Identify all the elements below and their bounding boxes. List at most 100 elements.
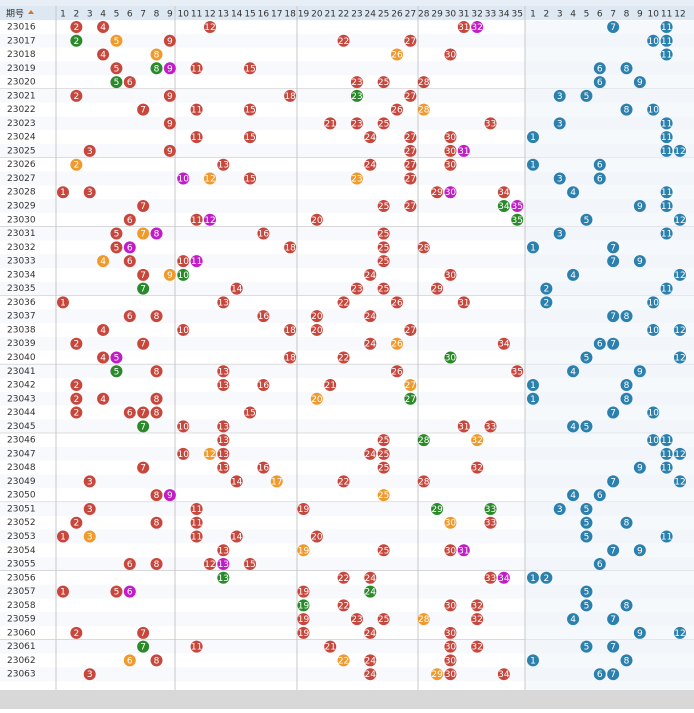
front-ball-number: 6 — [127, 588, 133, 598]
back-ball-number: 11 — [661, 119, 672, 129]
front-ball — [444, 640, 457, 653]
front-ball-number: 8 — [154, 491, 160, 501]
front-ball — [177, 323, 190, 336]
back-ball — [593, 668, 606, 681]
front-column-header: 26 — [391, 10, 403, 20]
issue-id: 23022 — [7, 105, 36, 115]
back-ball-number: 5 — [584, 588, 590, 598]
row-bg — [0, 419, 694, 434]
front-ball — [83, 475, 96, 488]
front-ball-number: 9 — [167, 92, 173, 102]
front-ball-number: 13 — [218, 450, 229, 460]
front-ball — [217, 365, 230, 378]
front-ball — [310, 213, 323, 226]
back-ball-number: 5 — [584, 92, 590, 102]
back-ball — [607, 310, 620, 323]
front-ball — [217, 447, 230, 460]
front-ball — [444, 654, 457, 667]
front-ball-number: 5 — [114, 78, 120, 88]
front-ball-number: 28 — [418, 78, 430, 88]
front-ball — [497, 200, 510, 213]
front-ball-number: 22 — [338, 477, 349, 487]
front-ball-number: 35 — [512, 202, 523, 212]
issue-id: 23018 — [7, 50, 36, 60]
sort-icon[interactable] — [28, 10, 34, 14]
back-ball-number: 7 — [610, 312, 616, 322]
front-ball-number: 29 — [431, 285, 443, 295]
front-ball-number: 5 — [114, 243, 120, 253]
front-ball — [337, 34, 350, 47]
front-ball-number: 10 — [178, 326, 190, 336]
front-ball-number: 13 — [218, 560, 229, 570]
front-ball-number: 2 — [73, 161, 79, 171]
front-column-header: 30 — [445, 10, 457, 20]
back-ball — [633, 200, 646, 213]
front-ball — [137, 461, 150, 474]
front-ball — [497, 337, 510, 350]
front-ball — [70, 626, 83, 639]
front-ball — [471, 461, 484, 474]
front-ball-number: 24 — [365, 161, 377, 171]
front-ball — [391, 365, 403, 378]
front-ball — [110, 585, 123, 598]
front-ball-number: 2 — [73, 629, 79, 639]
back-ball-number: 5 — [584, 353, 590, 363]
row-bg — [0, 309, 694, 324]
back-ball-number: 11 — [661, 450, 672, 460]
front-ball-number: 7 — [140, 422, 146, 432]
back-ball — [553, 227, 566, 240]
front-ball — [350, 613, 363, 626]
front-ball-number: 4 — [100, 23, 106, 33]
front-ball-number: 30 — [445, 51, 457, 61]
front-ball-number: 21 — [324, 119, 335, 129]
front-ball — [431, 282, 444, 295]
back-column-header: 5 — [584, 10, 590, 20]
front-ball-number: 31 — [458, 147, 469, 157]
front-column-header: 23 — [351, 10, 362, 20]
front-ball — [137, 268, 150, 281]
front-ball — [444, 351, 457, 364]
front-ball-number: 7 — [140, 106, 146, 116]
front-ball — [337, 351, 350, 364]
front-ball-number: 27 — [405, 133, 416, 143]
front-ball-number: 1 — [60, 588, 66, 598]
front-ball-number: 10 — [178, 450, 190, 460]
front-ball — [137, 626, 150, 639]
front-ball — [110, 34, 123, 47]
front-ball — [297, 585, 310, 598]
front-ball-number: 15 — [244, 560, 255, 570]
issue-id: 23050 — [7, 491, 36, 501]
front-ball-number: 7 — [140, 285, 146, 295]
back-ball — [660, 144, 673, 157]
back-ball — [527, 158, 539, 171]
back-ball-number: 6 — [597, 64, 603, 74]
front-ball — [471, 613, 484, 626]
front-ball — [150, 62, 163, 75]
front-ball-number: 27 — [405, 37, 416, 47]
front-ball-number: 31 — [458, 422, 469, 432]
row-bg — [0, 584, 694, 599]
front-ball-number: 22 — [338, 37, 349, 47]
back-ball-number: 9 — [637, 257, 643, 267]
issue-header[interactable]: 期号 — [6, 9, 24, 20]
front-ball-number: 24 — [365, 450, 377, 460]
front-ball — [364, 654, 377, 667]
front-ball-number: 29 — [431, 505, 443, 515]
issue-id: 23029 — [7, 202, 36, 212]
back-ball-number: 10 — [648, 409, 660, 419]
front-ball-number: 32 — [471, 436, 482, 446]
front-ball-number: 27 — [405, 161, 416, 171]
front-ball — [163, 34, 176, 47]
front-ball — [484, 117, 497, 130]
back-ball — [607, 640, 620, 653]
front-ball-number: 19 — [298, 615, 310, 625]
front-ball-number: 26 — [391, 367, 403, 377]
back-ball-number: 6 — [597, 78, 603, 88]
back-ball-number: 4 — [570, 422, 576, 432]
front-ball — [297, 599, 310, 612]
front-ball-number: 5 — [114, 588, 120, 598]
back-ball-number: 6 — [597, 491, 603, 501]
issue-id: 23019 — [7, 64, 36, 74]
front-ball-number: 16 — [258, 230, 270, 240]
